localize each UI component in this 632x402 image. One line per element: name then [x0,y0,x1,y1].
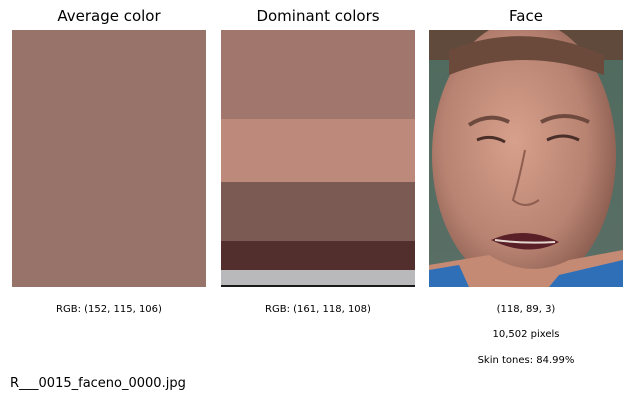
average-color-rgb-label: RGB: (152, 115, 106) [56,304,162,315]
dominant-color-band [221,269,415,285]
face-title: Face [509,7,543,25]
dominant-colors-stack [221,30,415,287]
dominant-colors-title: Dominant colors [256,7,380,25]
dominant-color-band [221,181,415,241]
dominant-color-band [221,30,415,119]
dominant-color-band [221,240,415,270]
dominant-color-band [221,284,415,287]
average-color-title: Average color [57,7,161,25]
face-pixel-count-label: 10,502 pixels [492,329,560,340]
skin-tone-percentage-label: Skin tones: 84.99% [477,355,575,366]
dominant-color-band [221,118,415,182]
face-photo [429,20,623,290]
face-average-label: (118, 89, 3) [496,304,556,315]
face-photo-panel [429,20,623,290]
filename-label: R___0015_faceno_0000.jpg [10,376,186,391]
average-color-swatch [12,30,206,287]
dominant-colors-rgb-label: RGB: (161, 118, 108) [265,304,371,315]
